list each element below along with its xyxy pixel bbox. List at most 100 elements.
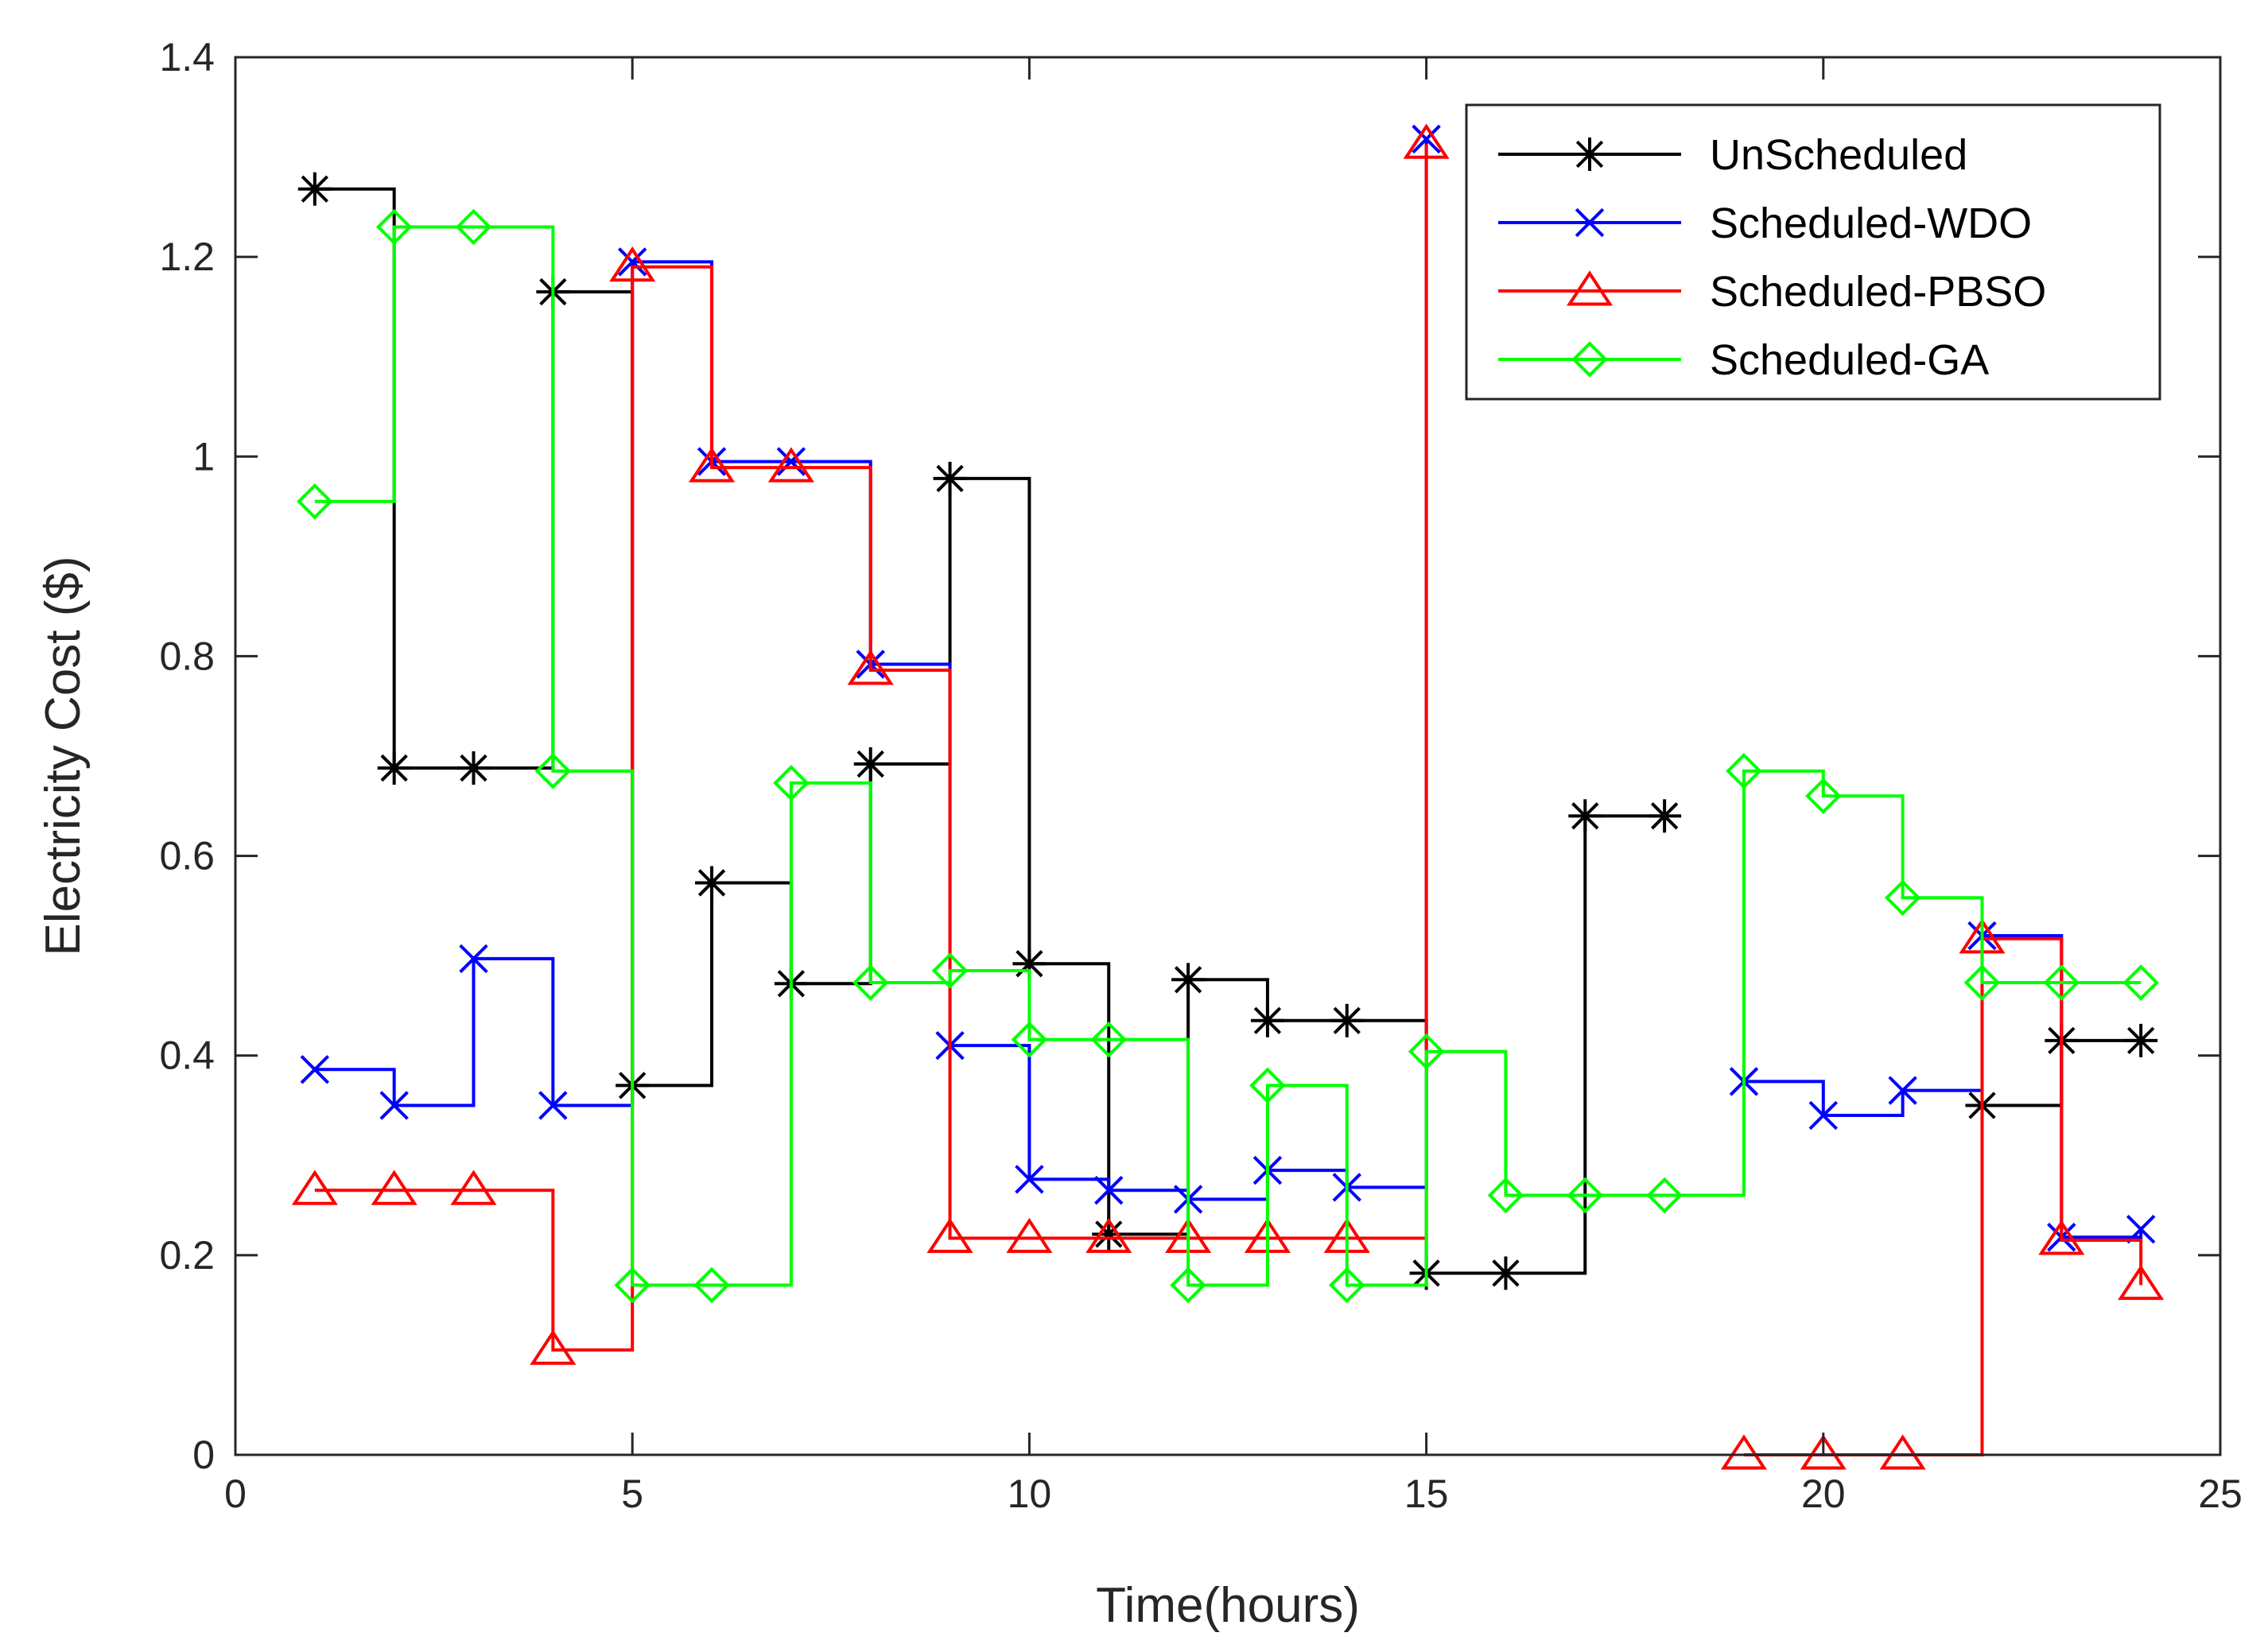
data-point [1249,1067,1286,1104]
y-tick-label: 0.8 [159,634,215,678]
data-point [1092,1217,1126,1251]
legend-item: UnScheduled [1498,131,1967,179]
x-tick-label: 5 [621,1472,643,1516]
data-point [2124,1023,2158,1057]
data-point [459,944,488,974]
y-tick-label: 0.2 [159,1233,215,1278]
y-tick-label: 0.6 [159,834,215,878]
y-tick-label: 0 [192,1433,215,1477]
y-axis-label: Electricity Cost ($) [36,556,91,956]
legend-label: Scheduled-WDO [1710,200,2032,247]
x-tick-label: 15 [1404,1472,1449,1516]
series-line [314,225,2142,1287]
x-tick-label: 10 [1008,1472,1052,1516]
legend-item: Scheduled-GA [1498,336,1989,384]
data-point [450,1169,497,1205]
series-layer [291,123,2165,1470]
data-point [1403,123,1450,159]
data-point [538,1091,568,1120]
data-point [2118,1264,2165,1301]
data-point [1250,1003,1284,1037]
data-point [1646,1177,1683,1214]
data-point [776,447,806,476]
y-tick-label: 0.4 [159,1033,215,1078]
data-point [1328,1266,1365,1304]
data-point [456,751,491,785]
data-point [931,952,969,989]
data-point [530,1329,577,1365]
data-point [379,1091,409,1120]
data-point [455,208,492,246]
data-point [1884,879,1921,917]
data-point [534,753,572,789]
data-point [375,208,413,246]
x-tick-label: 0 [224,1472,247,1516]
data-point [1330,1003,1364,1037]
x-tick-label: 20 [1801,1472,1846,1516]
y-tick-label: 1.2 [159,235,215,279]
data-point [852,964,889,1001]
data-point [1412,124,1441,154]
data-point [297,172,332,206]
data-point [767,447,814,483]
x-tick-label: 25 [2198,1472,2243,1516]
data-point [377,751,411,785]
data-point [1800,1434,1847,1470]
data-point [1015,1165,1044,1194]
data-point [2043,964,2080,1001]
data-point [1090,1021,1128,1058]
data-point [1567,1177,1604,1214]
data-point [614,1266,650,1304]
plot-frame [234,56,2222,1456]
legend-swatch-marker [1566,270,1614,306]
legend-item: Scheduled-WDO [1498,200,2032,247]
legend-swatch-marker [1575,207,1605,238]
data-point [773,765,810,801]
data-point [926,1217,973,1254]
legend: UnScheduled Scheduled-WDO Scheduled-PBSO Sc… [1465,103,2161,401]
data-point [291,1169,338,1205]
data-point [688,447,736,483]
data-point [1720,1434,1768,1470]
data-point [2038,1220,2085,1255]
legend-items: UnScheduled Scheduled-WDO Scheduled-PBSO Sc… [1498,131,2046,384]
data-point [1085,1217,1132,1254]
data-point [371,1169,417,1205]
data-point [609,246,656,282]
legend-swatch-marker [1571,341,1608,378]
data-point [853,747,887,781]
data-point [1568,799,1602,833]
data-point [1805,778,1842,815]
data-point [1487,1177,1524,1214]
data-point [1094,1176,1124,1205]
y-tick-label: 1.4 [159,35,215,79]
data-point [1963,964,2001,1001]
legend-label: UnScheduled [1710,131,1967,179]
data-point [1726,753,1762,789]
data-point [693,1266,730,1304]
legend-swatch-marker [1573,138,1606,171]
data-point [297,483,333,520]
data-point [2126,1214,2156,1244]
data-point [1408,1033,1445,1070]
data-point [2122,964,2159,1001]
data-point [1808,1100,1839,1130]
ticks-layer: 0 5 10 15 20 25 0 0.2 0.4 0.6 0.8 1 1.2 1.4 [159,35,2242,1516]
data-point [1170,1266,1206,1304]
data-point [1879,1434,1926,1470]
legend-item: Scheduled-PBSO [1498,268,2046,316]
data-point [1011,1021,1048,1058]
data-point [617,247,647,277]
data-point [1489,1256,1523,1290]
y-tick-label: 1 [192,434,215,479]
legend-label: Scheduled-GA [1710,336,1989,384]
x-axis-label: Time(hours) [1096,1578,1360,1633]
data-point [695,866,729,900]
data-point [1171,963,1206,997]
series-scheduled-ga [297,208,2159,1304]
data-point [300,1055,330,1084]
data-point [1648,799,1682,833]
data-point [847,650,894,685]
data-point [1006,1217,1053,1254]
